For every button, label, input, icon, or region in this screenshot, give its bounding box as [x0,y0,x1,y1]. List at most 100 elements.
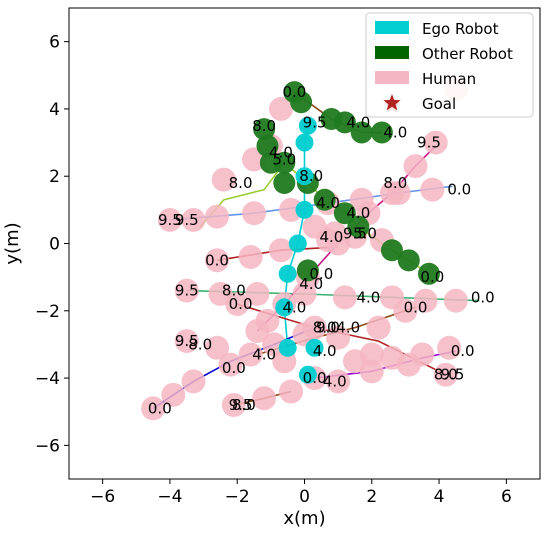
legend-label-3: Goal [422,95,456,113]
human-position-27 [443,288,468,313]
time-label-20: 0.0 [309,265,333,283]
time-label-24: 0.0 [229,295,253,313]
time-label-19: 0.0 [205,251,229,269]
time-label-11: 0.0 [447,181,471,199]
time-label-44: 9.5 [229,396,253,414]
human-position-55 [252,386,277,411]
human-position-2 [205,204,230,229]
human-position-41 [437,335,462,360]
time-label-27: 4.0 [356,288,380,306]
time-label-3: 4.0 [269,144,293,162]
ego-robot-position-4 [295,200,314,219]
other-robot-position-10 [273,171,296,194]
human-position-63 [403,154,428,179]
time-label-5: 8.0 [299,167,323,185]
human-position-26 [413,288,438,313]
human-position-66 [268,96,293,121]
other-robot-position-14 [347,215,370,238]
time-label-2: 8.0 [252,117,276,135]
human-position-64 [423,130,448,155]
ego-robot-position-1 [275,298,294,317]
time-label-33: 9.5 [175,332,199,350]
human-position-35 [205,335,230,360]
time-label-41: 8.0 [434,366,458,384]
time-label-8: 4.0 [383,123,407,141]
other-robot-position-3 [333,111,356,134]
legend-label-1: Other Robot [422,45,513,63]
human-position-44 [302,315,327,340]
y-tick-label-3: 0 [49,235,60,255]
time-label-7: 4.0 [346,113,370,131]
human-position-54 [221,392,246,417]
human-position-9 [211,167,236,192]
human-position-32 [366,315,391,340]
ego-robot-position-7 [298,116,317,135]
other-robot-position-9 [273,151,296,174]
human-position-42 [218,352,243,377]
time-label-18: 5.0 [353,224,377,242]
time-label-45: 8.0 [232,396,256,414]
time-label-14: 9.5 [158,211,182,229]
ego-robot-position-2 [278,264,297,283]
time-label-28: 0.0 [404,298,428,316]
human-position-33 [393,298,418,323]
time-label-34: 8.0 [188,335,212,353]
human-position-15 [205,248,230,273]
time-label-9: 9.5 [417,134,441,152]
human-position-53 [181,369,206,394]
human-position-51 [141,396,166,421]
legend-swatch-1 [375,46,409,59]
time-label-4: 5.0 [272,150,296,168]
y-tick-label-1: −4 [35,369,60,389]
ego-robot-position-8 [305,338,324,357]
y-axis-label: y(m) [2,222,23,264]
human-position-8 [420,177,445,202]
ego-robot-position-0 [278,338,297,357]
human-position-47 [359,342,384,367]
time-label-13: 4.0 [346,204,370,222]
time-labels: 0.09.58.04.05.08.08.04.04.09.58.0 0.04.04… [148,83,495,417]
human-position-28 [225,292,250,317]
legend-swatch-0 [375,21,409,34]
time-label-37: 0.0 [451,342,475,360]
human-position-17 [268,238,293,263]
human-position-0 [157,207,182,232]
other-robot-position-6 [253,118,276,141]
human-position-62 [379,181,404,206]
time-label-42: 9.5 [441,366,465,384]
x-tick-label-4: 2 [366,487,377,507]
y-tick-label-6: 6 [49,33,60,53]
legend-swatch-2 [375,71,409,84]
time-label-30: 8.0 [313,319,337,337]
time-label-43: 0.0 [148,399,172,417]
other-robot-position-13 [333,202,356,225]
ego-robot-position-3 [288,234,307,253]
legend-label-0: Ego Robot [422,20,499,38]
other-robot-position-16 [397,249,420,272]
human-position-34 [174,329,199,354]
y-axis-ticks: −6 −4 −2 0 2 4 6 [35,33,69,456]
legend-box [365,12,534,118]
time-label-23: 8.0 [222,282,246,300]
human-position-31 [326,325,351,350]
time-label-25: 4.0 [299,275,323,293]
x-tick-label-1: −4 [157,487,182,507]
time-label-31: 9.0 [316,319,340,337]
x-tick-label-0: −6 [90,487,115,507]
human-position-36 [238,342,263,367]
other-robot-position-17 [417,262,440,285]
y-tick-label-5: 4 [49,100,60,120]
human-position-20 [174,278,199,303]
ego-robot-position-5 [295,167,314,186]
y-tick-label-0: −6 [35,436,60,456]
time-label-36: 4.0 [252,346,276,364]
human-position-49 [326,369,351,394]
human-position-52 [161,382,186,407]
time-label-0: 0.0 [282,83,306,101]
time-label-6: 8.0 [229,174,253,192]
human-position-3 [242,201,267,226]
human-position-46 [396,352,421,377]
legend-goal-star [383,94,401,111]
time-label-35: 4.0 [313,342,337,360]
time-label-15: 9.5 [175,211,199,229]
